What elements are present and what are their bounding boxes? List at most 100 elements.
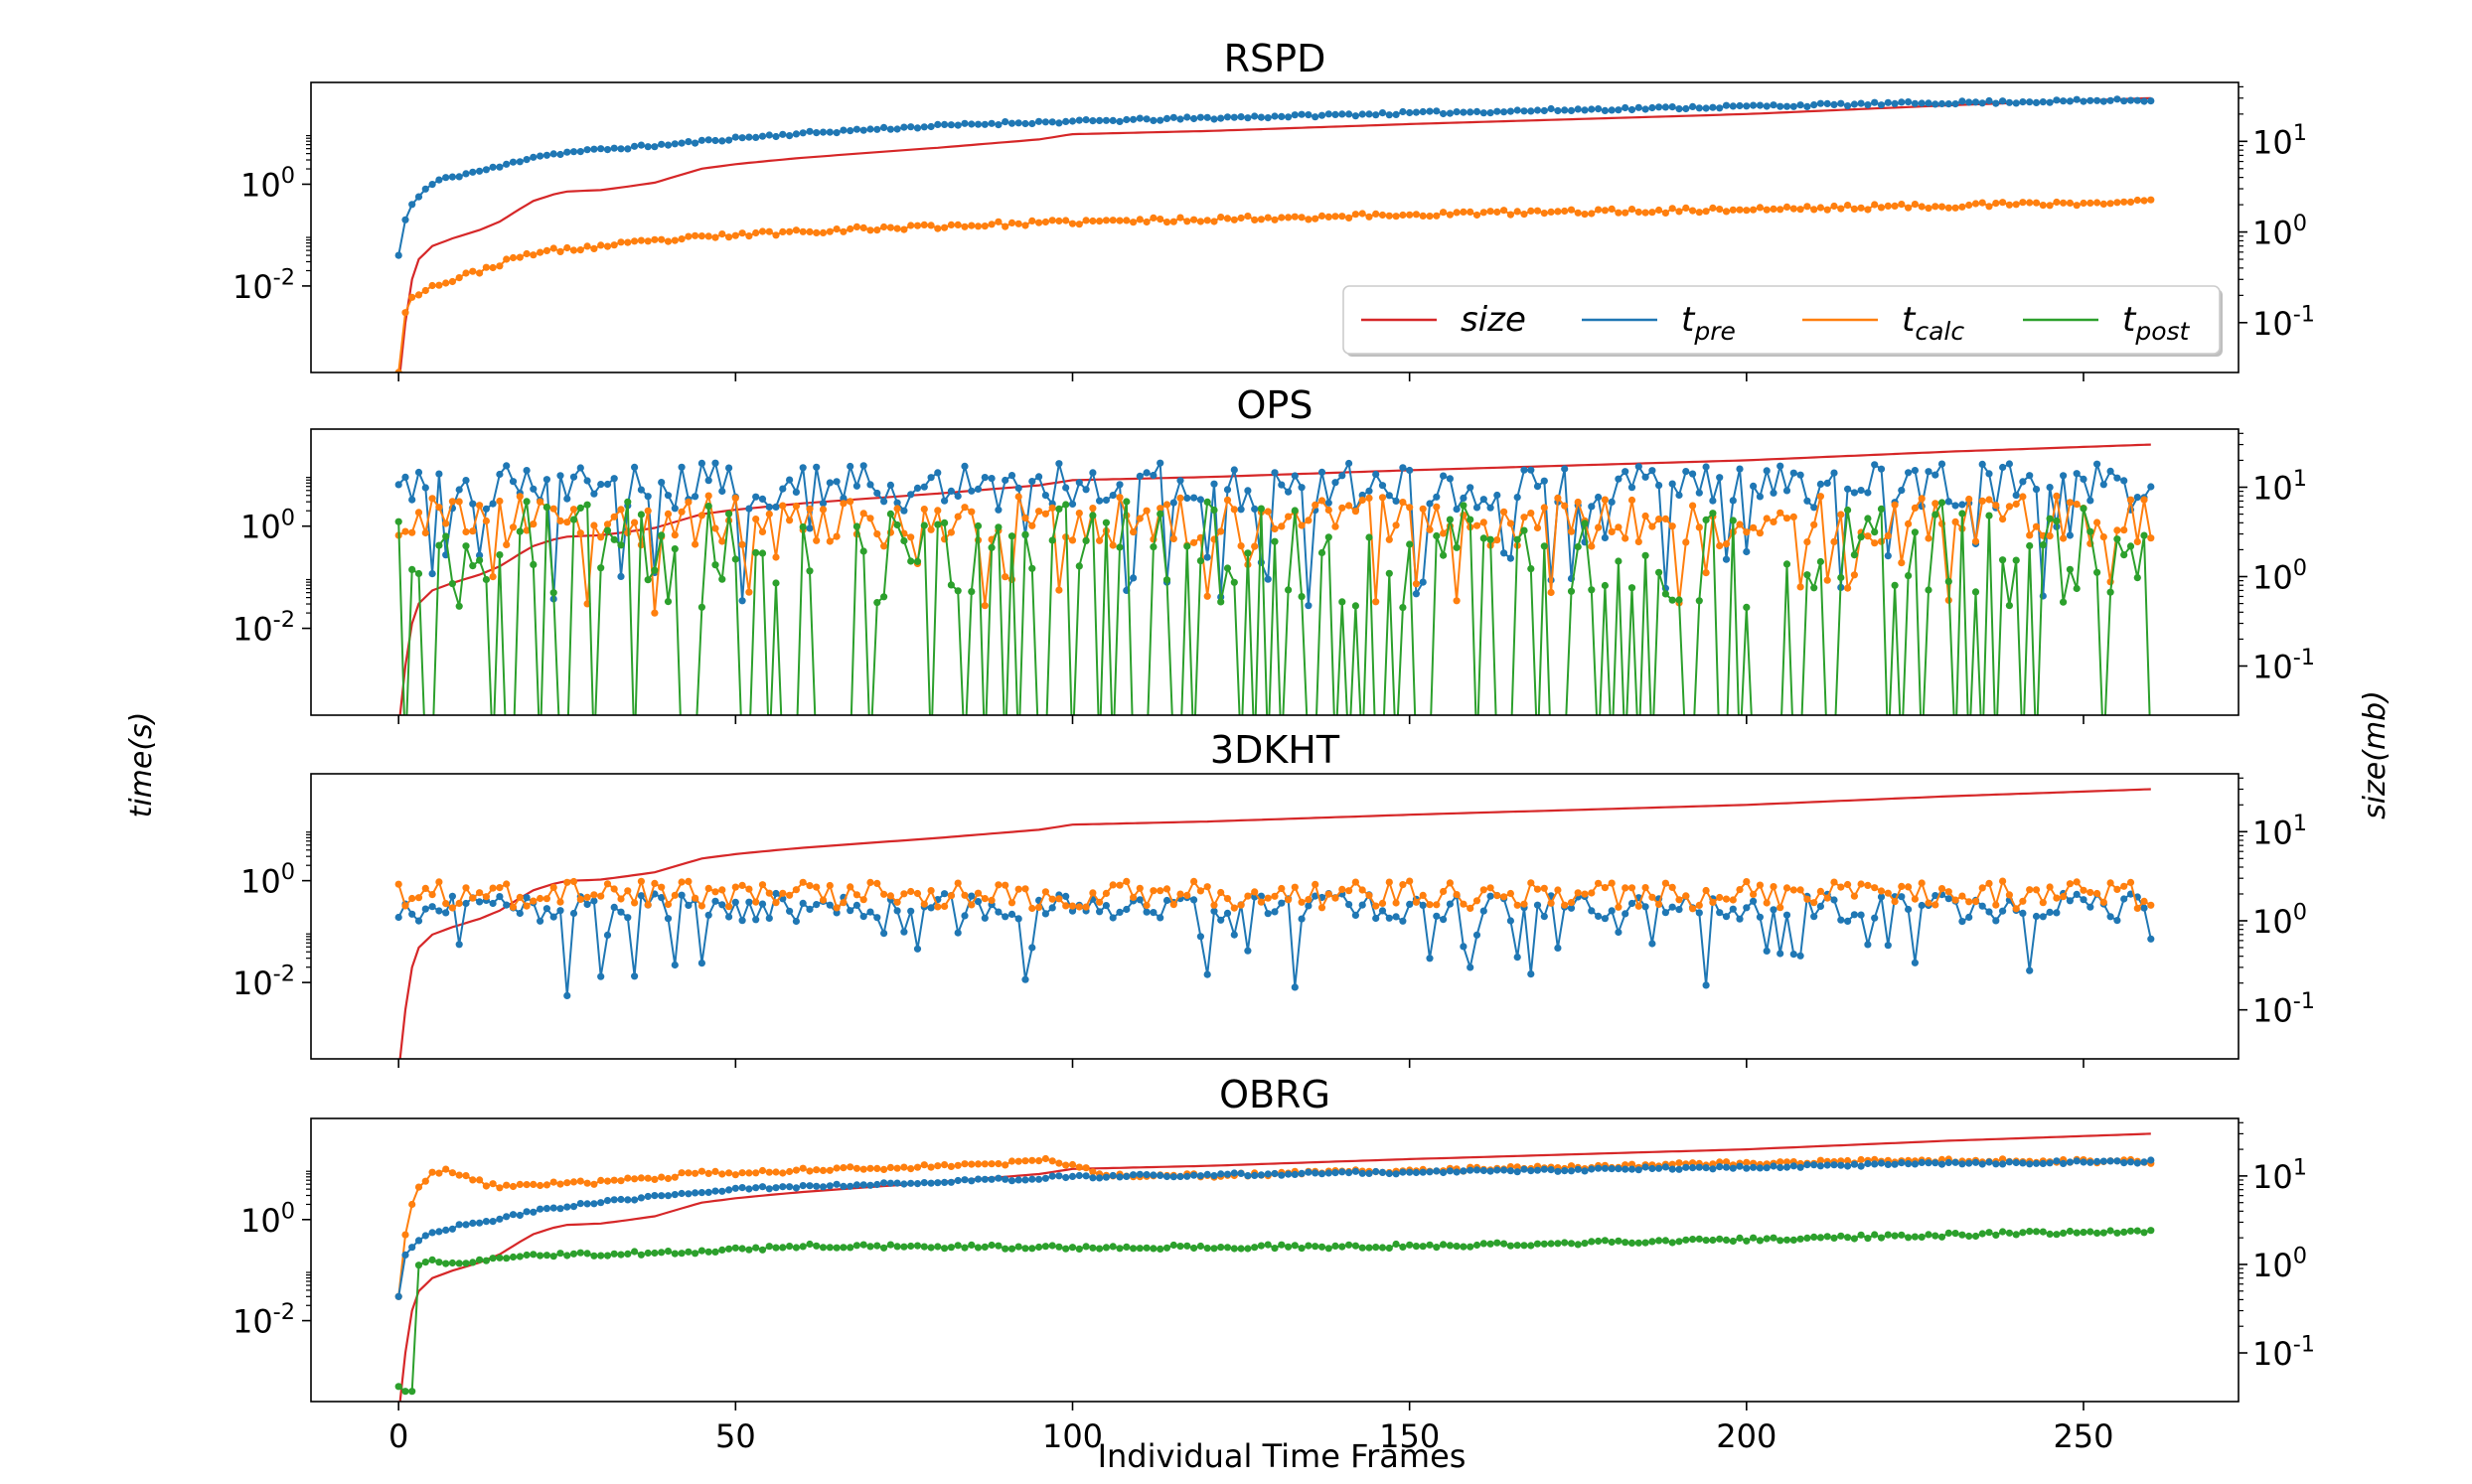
series-t_pre-point: [1736, 101, 1744, 110]
series-t_pre-point: [1116, 908, 1124, 917]
series-t_calc-point: [859, 223, 867, 231]
series-t_pre-point: [542, 1205, 551, 1213]
series-t_post-point: [866, 1243, 874, 1251]
series-t_pre-point: [2106, 913, 2114, 921]
series-t_pre-point: [476, 551, 484, 559]
series-t_pre-point: [1850, 1160, 1858, 1168]
series-t_pre-point: [1850, 100, 1858, 108]
series-t_post-point: [1567, 1240, 1576, 1248]
series-t_calc-point: [1722, 1158, 1731, 1166]
series-t_calc-point: [678, 878, 686, 886]
series-t_pre-point: [1770, 1162, 1777, 1170]
series-t_post-point: [2093, 1229, 2101, 1237]
series-t_pre-point: [1722, 1163, 1731, 1171]
series-t_calc-point: [873, 226, 881, 234]
series-t_calc-point: [556, 517, 564, 525]
series-t_calc-point: [631, 519, 639, 526]
series-t_calc-point: [401, 527, 409, 535]
series-t_pre-point: [907, 123, 915, 131]
series-t_calc-point: [1217, 888, 1225, 897]
series-t_post-point: [1837, 573, 1845, 582]
series-t_pre-point: [685, 138, 693, 146]
series-t_calc-point: [563, 519, 571, 526]
series-t_pre-point: [2099, 97, 2107, 105]
series-t_post-point: [476, 1256, 484, 1263]
panel-title: OBRG: [1219, 1073, 1330, 1116]
series-t_pre-point: [1925, 1159, 1932, 1167]
series-t_post-point: [1533, 1240, 1542, 1248]
series-t_pre-point: [1689, 1164, 1697, 1172]
series-t_calc-point: [1055, 1159, 1063, 1167]
series-t_calc-point: [1689, 502, 1697, 510]
series-t_calc-point: [813, 883, 821, 891]
series-t_calc-point: [1918, 495, 1926, 503]
series-t_pre-point: [569, 473, 578, 481]
series-t_calc-point: [1412, 898, 1420, 906]
series-t_pre-point: [1217, 1170, 1225, 1178]
series-t_calc-point: [1190, 877, 1198, 886]
y-tick-label-left: 100: [240, 163, 295, 204]
series-t_calc-point: [1183, 891, 1191, 900]
axes-frame: [310, 773, 2240, 1060]
series-t_pre-point: [421, 905, 429, 913]
series-t_calc-point: [1641, 512, 1649, 520]
axes-frame: [310, 428, 2240, 716]
series-t_post-point: [1378, 1244, 1387, 1252]
y-axis-label-size: size(mb): [2358, 690, 2393, 819]
series-t_calc-point: [401, 309, 409, 317]
series-t_post-point: [1743, 1237, 1751, 1245]
series-t_pre-point: [1911, 1160, 1919, 1168]
series-t_calc-point: [752, 516, 760, 523]
series-t_calc-point: [462, 269, 470, 277]
series-t_post-point: [421, 1259, 429, 1266]
series-t_calc-point: [1203, 217, 1211, 224]
series-t_post-point: [1588, 586, 1596, 594]
series-t_calc-point: [847, 224, 854, 233]
series-t_calc-point: [428, 495, 436, 503]
series-t_post-point: [1460, 502, 1468, 510]
series-t_pre-point: [1068, 500, 1077, 508]
series-t_post-point: [1028, 564, 1036, 572]
x-tick-label: 100: [1042, 1417, 1103, 1455]
series-t_calc-point: [1830, 202, 1838, 211]
series-t_calc-point: [1533, 885, 1542, 893]
series-t_pre-point: [1574, 1165, 1582, 1173]
series-t_pre-point: [1782, 487, 1791, 495]
series-t_calc-point: [941, 1161, 949, 1169]
x-tick-label: 150: [1379, 1417, 1440, 1455]
series-t_pre-point: [503, 160, 511, 168]
series-t_calc-point: [1089, 505, 1097, 513]
series-t_pre-point: [725, 913, 733, 921]
series-t_calc-point: [1014, 220, 1022, 227]
series-t_post-point: [2039, 541, 2047, 549]
series-t_post-point: [1554, 1240, 1562, 1248]
series-t_pre-point: [1075, 116, 1083, 124]
series-t_pre-point: [637, 892, 646, 900]
series-t_pre-point: [671, 505, 679, 513]
series-t_post-point: [1324, 533, 1332, 541]
series-t_pre-point: [1796, 1163, 1804, 1171]
series-t_pre-point: [2066, 97, 2074, 105]
series-t_calc-point: [981, 1160, 989, 1168]
series-t_pre-point: [813, 901, 821, 909]
series-t_post-point: [1905, 572, 1913, 580]
series-t_pre-point: [1871, 914, 1879, 922]
series-t_post-point: [1601, 1237, 1609, 1245]
series-t_pre-point: [1251, 112, 1259, 120]
series-t_post-point: [1911, 528, 1919, 536]
series-t_calc-point: [1743, 878, 1751, 886]
series-t_calc-point: [1203, 883, 1211, 891]
series-t_pre-point: [496, 893, 504, 901]
series-t_post-point: [1460, 1243, 1468, 1251]
series-t_calc-point: [651, 879, 659, 888]
series-t_calc-point: [530, 1180, 538, 1188]
series-t_pre-point: [840, 126, 848, 134]
series-t_calc-point: [692, 540, 699, 548]
series-t_pre-point: [408, 496, 416, 504]
series-t_pre-point: [1777, 102, 1784, 110]
series-t_pre-point: [1898, 98, 1906, 106]
series-t_calc-point: [1898, 559, 1906, 567]
series-t_pre-point: [2073, 890, 2081, 899]
series-t_post-point: [1871, 528, 1879, 536]
series-t_calc-point: [772, 899, 780, 907]
